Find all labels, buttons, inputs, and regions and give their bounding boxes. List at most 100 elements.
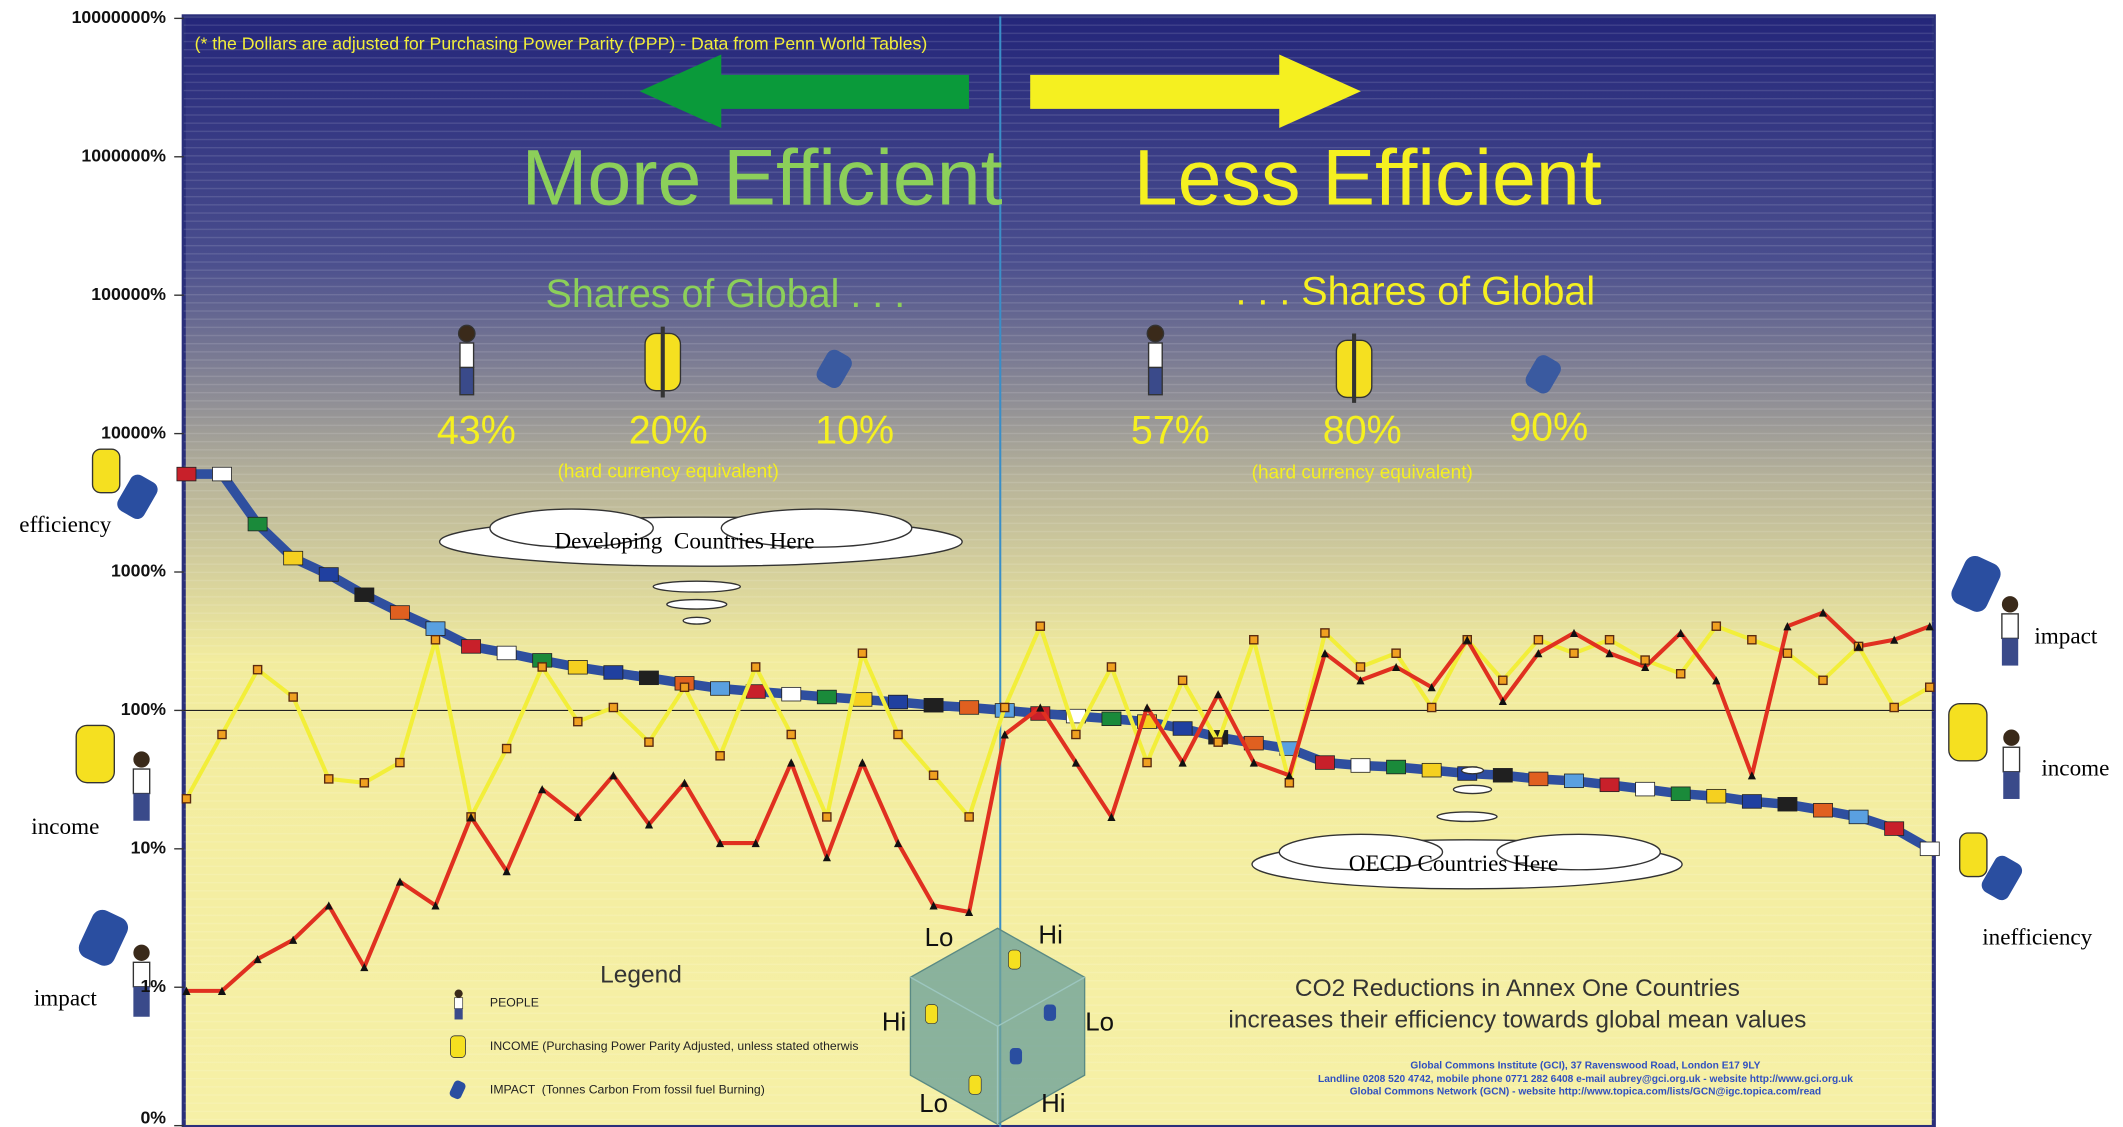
cube-label: Lo [925,924,954,952]
y-tick-label: 0% [140,1108,166,1127]
flag-marker [817,690,836,704]
shares-title-right: . . . Shares of Global [1236,269,1596,313]
income-marker [1107,663,1115,671]
icon-dollar [1336,333,1371,402]
cube-icon [925,1005,937,1024]
cloud-label: OECD Countries Here [1349,851,1558,877]
flag-marker [924,698,943,712]
y-tick-label: 10% [131,837,167,857]
y-tick-label: 1% [140,976,166,996]
shares-title-left: Shares of Global . . . [546,272,906,316]
income-marker [1428,703,1436,711]
footer-line: Global Commons Network (GCN) - website h… [1350,1086,1821,1097]
flag-marker [1387,760,1406,774]
income-marker [1356,663,1364,671]
income-marker [574,718,582,726]
icon-person [1147,325,1163,394]
y-tick-label: 10000% [101,422,166,442]
income-marker [254,666,262,674]
y-tick-label: 10000000% [72,7,167,27]
flag-marker [1849,810,1868,824]
income-marker [1179,676,1187,684]
cube-icon [969,1075,981,1094]
share: 80% [1323,408,1402,452]
cube-icon [1008,950,1020,969]
share-note: (hard currency equivalent) [558,461,779,482]
flag-marker [426,622,445,636]
income-marker [787,730,795,738]
cube-icon [1044,1005,1056,1021]
income-marker [1926,683,1934,691]
share: 90% [1509,406,1588,450]
footer-line: Global Commons Institute (GCI), 37 Raven… [1410,1060,1760,1071]
income-marker [680,683,688,691]
flag-marker [390,606,409,620]
income-marker [1214,738,1222,746]
flag-marker [319,568,338,582]
income-marker [1499,676,1507,684]
side-label: efficiency [19,512,111,538]
flag-marker [1636,782,1655,796]
income-marker [396,758,404,766]
cube-label: Hi [882,1008,906,1036]
cube-icon [1010,1048,1022,1064]
legend-icon-dollar [450,1036,465,1058]
income-marker [1250,636,1258,644]
income-marker [858,649,866,657]
income-marker [823,813,831,821]
income-marker [1321,629,1329,637]
income-marker [1143,758,1151,766]
flag-marker [782,687,801,701]
message-line: CO2 Reductions in Annex One Countries [1295,975,1740,1002]
flag-marker [462,640,481,654]
income-marker [538,663,546,671]
flag-marker [177,467,196,481]
flag-marker [1102,712,1121,726]
y-tick-label: 1000000% [81,145,166,165]
legend-item: IMPACT (Tonnes Carbon From fossil fuel B… [490,1082,765,1096]
income-marker [1072,730,1080,738]
icon-dollar [645,327,680,398]
income-marker [645,738,653,746]
flag-marker [1813,803,1832,817]
share: 10% [815,408,894,452]
flag-marker [1885,822,1904,836]
income-marker [431,636,439,644]
income-marker [1570,649,1578,657]
income-marker [1712,622,1720,630]
chart: (* the Dollars are adjusted for Purchasi… [0,0,2123,1127]
y-tick-label: 100% [121,699,167,719]
flag-marker [1600,778,1619,792]
flag-marker [284,551,303,565]
footer-line: Landline 0208 520 4742, mobile phone 077… [1318,1074,1853,1085]
side-label: income [2041,756,2109,782]
y-tick-label: 1000% [111,561,166,581]
icon-person [459,325,475,394]
note: (* the Dollars are adjusted for Purchasi… [195,34,928,54]
income-marker [218,730,226,738]
income-marker [1641,656,1649,664]
income-marker [1001,703,1009,711]
legend-item: PEOPLE [490,995,539,1009]
legend-title: Legend [600,961,682,988]
income-marker [1285,779,1293,787]
flag-marker [604,666,623,680]
flag-marker [1707,789,1726,803]
legend-item: INCOME (Purchasing Power Parity Adjusted… [490,1039,859,1053]
income-marker [929,771,937,779]
cloud-label: Developing Countries Here [554,528,814,554]
side-label: income [31,814,99,840]
cube-label: Lo [919,1090,948,1118]
flag-marker [1493,768,1512,782]
flag-marker [1422,763,1441,777]
flag-marker [355,588,374,602]
headline-right: Less Efficient [1134,134,1602,222]
income-marker [1534,636,1542,644]
income-marker [1890,703,1898,711]
flag-marker [497,646,516,660]
share: 20% [629,408,708,452]
flag-marker [212,467,231,481]
flag-marker [1671,787,1690,801]
share-note: (hard currency equivalent) [1252,463,1473,484]
cube-label: Hi [1041,1090,1065,1118]
